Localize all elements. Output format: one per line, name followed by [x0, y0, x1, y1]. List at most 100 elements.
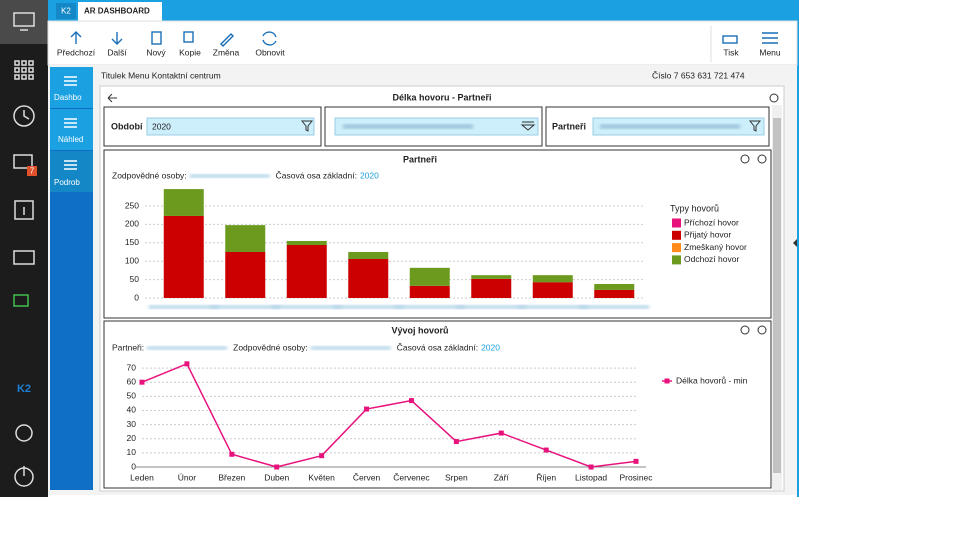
filter-icon[interactable]	[748, 120, 762, 132]
x-tick-label: Leden	[130, 472, 154, 482]
point	[498, 430, 504, 436]
dropdown-icon[interactable]	[520, 121, 536, 131]
sidebar-icons	[13, 12, 35, 487]
nav-label: Dashbo	[54, 93, 82, 102]
blurred-text	[271, 305, 342, 309]
collapse-arrow[interactable]	[793, 239, 797, 247]
toolbar-button[interactable]: Obnovit	[255, 47, 285, 57]
chart-info-value: 2020	[481, 342, 500, 352]
back-button[interactable]	[107, 93, 117, 103]
bar-segment	[348, 252, 389, 259]
panel-title: Délka hovoru - Partneři	[392, 92, 491, 102]
point	[229, 451, 235, 457]
legend-label: Přijatý hovor	[684, 230, 731, 240]
point	[543, 447, 549, 453]
chart-info-label: Zodpovědné osoby:	[233, 342, 308, 352]
line	[141, 362, 637, 468]
nav-label: Náhled	[58, 135, 83, 144]
x-tick-label: Říjen	[536, 472, 556, 482]
bar-segment	[225, 252, 266, 298]
settings-button[interactable]	[769, 93, 779, 103]
bar-segment	[163, 215, 204, 298]
nav-item[interactable]	[50, 151, 93, 192]
nav-item[interactable]	[50, 67, 93, 108]
icon-info[interactable]	[14, 200, 34, 220]
legend-swatch	[672, 218, 681, 228]
icon-monitor[interactable]	[13, 12, 35, 27]
chart-info-label: Časová osa základní:	[397, 342, 478, 352]
blurred-text	[310, 346, 391, 350]
nav-icons	[64, 76, 77, 170]
y-tick-label: 0	[131, 461, 136, 471]
blurred-text	[517, 305, 588, 309]
filter-input[interactable]	[146, 117, 315, 136]
scroll-thumb[interactable]	[773, 118, 781, 473]
legend-label: Odchozí hovor	[684, 254, 739, 264]
icon-call[interactable]	[13, 294, 29, 307]
legend-swatch	[672, 230, 681, 240]
blurred-text	[148, 305, 219, 309]
settings-button[interactable]	[757, 325, 767, 335]
point	[319, 453, 325, 459]
sidebar-active	[0, 0, 48, 44]
x-tick-label: Srpen	[445, 472, 468, 482]
zoom-button[interactable]	[740, 325, 750, 335]
y-tick-label: 0	[134, 292, 139, 302]
icon-history[interactable]	[13, 105, 35, 127]
nav-item[interactable]	[50, 109, 93, 150]
chart-title: Vývoj hovorů	[391, 325, 448, 335]
y-tick-label: 150	[125, 237, 139, 247]
header-number: Číslo 7 653 631 721 474	[652, 70, 745, 80]
y-tick-label: 50	[127, 391, 137, 401]
bar-segment	[471, 278, 512, 298]
toolbar-button[interactable]: Změna	[213, 47, 240, 57]
window-border	[797, 0, 799, 497]
legend-label: Délka hovorů - min	[676, 375, 748, 385]
x-tick-label: Únor	[178, 472, 197, 482]
icon-messages[interactable]	[13, 154, 33, 169]
x-tick-label: Červen	[353, 472, 381, 482]
point	[588, 464, 594, 470]
blurred-text	[333, 305, 404, 309]
header-title: Titulek Menu Kontaktní centrum	[101, 70, 221, 80]
icon-play[interactable]	[13, 250, 35, 265]
y-tick-label: 100	[125, 255, 139, 265]
tab-label: AR DASHBOARD	[84, 7, 150, 16]
tab-k2[interactable]	[56, 3, 76, 19]
bar-segment	[409, 285, 450, 298]
bar-segment	[225, 225, 266, 252]
legend-title: Typy hovorů	[670, 203, 719, 213]
y-tick-label: 30	[127, 419, 137, 429]
toolbar-button[interactable]: Tisk	[723, 47, 739, 57]
icon-settings[interactable]	[15, 424, 33, 442]
toolbar-button[interactable]: Předchozí	[57, 47, 96, 57]
toolbar-button[interactable]: Menu	[759, 47, 781, 57]
toolbar-button[interactable]: Nový	[146, 47, 166, 57]
blurred-text	[394, 305, 465, 309]
point	[408, 398, 414, 404]
icon-apps[interactable]	[14, 60, 34, 80]
y-tick-label: 200	[125, 219, 139, 229]
legend-swatch	[664, 378, 670, 384]
blurred-text	[147, 346, 228, 350]
tab-active[interactable]	[78, 2, 162, 21]
bar-segment	[594, 289, 635, 298]
y-tick-label: 70	[127, 362, 137, 372]
bar-segment	[532, 282, 573, 298]
bar-segment	[348, 258, 389, 298]
blurred-text	[343, 124, 473, 129]
filter-icon[interactable]	[300, 120, 314, 132]
blurred-text	[189, 174, 270, 178]
settings-button[interactable]	[757, 154, 767, 164]
toolbar-button[interactable]: Kopie	[179, 47, 201, 57]
point	[364, 406, 370, 412]
x-tick-label: Listopad	[575, 472, 607, 482]
toolbar-button[interactable]: Další	[107, 47, 127, 57]
chart-info-label: Zodpovědné osoby:	[112, 170, 187, 180]
toolbar	[47, 20, 798, 66]
bar-segment	[409, 267, 450, 286]
badge-bg	[27, 166, 37, 176]
zoom-button[interactable]	[740, 154, 750, 164]
